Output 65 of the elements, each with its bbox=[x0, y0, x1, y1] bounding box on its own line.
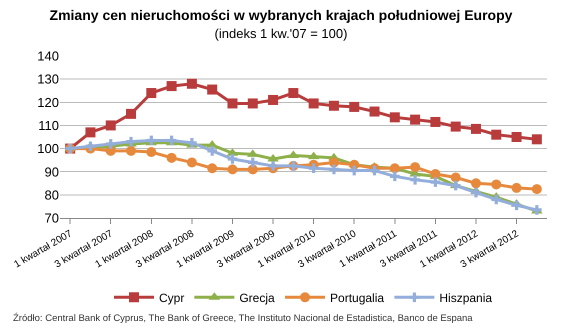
y-tick-label: 90 bbox=[44, 164, 59, 180]
point bbox=[512, 200, 522, 210]
point bbox=[227, 98, 238, 108]
legend-label: Grecja bbox=[239, 290, 276, 305]
point bbox=[248, 98, 258, 108]
point bbox=[146, 147, 156, 158]
point bbox=[410, 114, 420, 125]
point bbox=[532, 184, 542, 194]
y-tick-label: 130 bbox=[37, 72, 59, 87]
point bbox=[166, 81, 177, 92]
point bbox=[329, 164, 339, 174]
point bbox=[390, 172, 400, 182]
point bbox=[268, 161, 278, 171]
point bbox=[491, 130, 502, 140]
legend-label: Portugalia bbox=[330, 290, 384, 305]
point bbox=[410, 162, 420, 172]
point bbox=[207, 163, 218, 174]
text: Źródło: Central Bank of Cyprus, The Bank of Greece, The Instituto Nacional de Estadistica, Banco de Espana bbox=[13, 312, 474, 324]
point bbox=[308, 163, 318, 174]
point bbox=[186, 78, 197, 89]
point bbox=[512, 132, 522, 142]
y-tick-label: 110 bbox=[38, 118, 59, 133]
point bbox=[328, 100, 339, 111]
legend-label: Cypr bbox=[159, 290, 184, 305]
point bbox=[450, 172, 461, 182]
y-tick-label: 80 bbox=[44, 187, 59, 202]
point bbox=[450, 122, 461, 132]
point bbox=[370, 106, 380, 117]
point bbox=[430, 116, 440, 127]
point bbox=[207, 84, 218, 95]
point bbox=[349, 166, 360, 176]
point bbox=[166, 152, 177, 163]
point bbox=[126, 146, 136, 156]
y-tick-label: 140 bbox=[37, 48, 59, 64]
point bbox=[186, 157, 197, 168]
point bbox=[390, 112, 400, 122]
point bbox=[470, 178, 481, 188]
point bbox=[85, 127, 96, 138]
point bbox=[248, 158, 258, 168]
point bbox=[146, 88, 156, 98]
point bbox=[268, 94, 278, 105]
y-tick-label: 100 bbox=[37, 141, 59, 156]
point bbox=[308, 98, 319, 108]
point bbox=[126, 108, 136, 119]
y-tick-label: 70 bbox=[44, 210, 59, 226]
point bbox=[187, 138, 197, 148]
point bbox=[207, 146, 217, 156]
point bbox=[106, 120, 116, 130]
point bbox=[532, 134, 542, 144]
point bbox=[512, 182, 522, 193]
point bbox=[390, 163, 400, 174]
point bbox=[491, 179, 502, 190]
point bbox=[288, 88, 298, 98]
point bbox=[410, 175, 420, 185]
chart-title: Zmiany cen nieruchomości w wybranych krajach południowej Europy bbox=[50, 6, 513, 23]
point bbox=[228, 154, 238, 164]
y-tick-label: 120 bbox=[37, 94, 59, 110]
legend-label: Hiszpania bbox=[439, 290, 492, 305]
point bbox=[349, 102, 360, 112]
chart-subtitle: (indeks 1 kw.'07 = 100) bbox=[214, 26, 348, 41]
point bbox=[227, 164, 238, 174]
point bbox=[470, 124, 481, 134]
point bbox=[491, 194, 502, 204]
point bbox=[370, 166, 380, 176]
point bbox=[430, 177, 440, 187]
